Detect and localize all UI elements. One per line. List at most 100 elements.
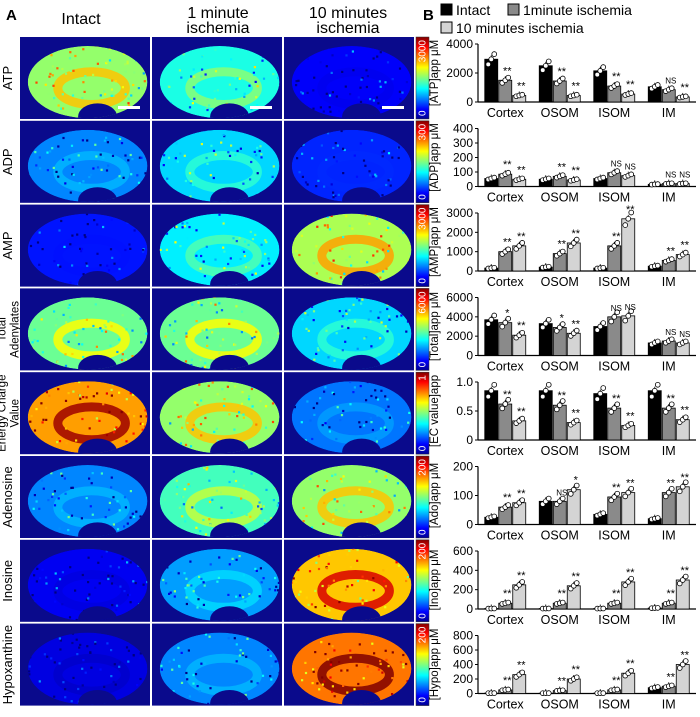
y-tick-label: 0 xyxy=(466,433,473,447)
x-tick-label: IM xyxy=(662,360,676,374)
colorbar-max-label: 6000 xyxy=(418,291,429,314)
data-point xyxy=(488,56,495,63)
map-tile xyxy=(152,456,282,538)
data-point xyxy=(611,314,618,320)
y-tick-label: 4000 xyxy=(446,310,473,324)
data-point xyxy=(679,661,686,668)
map-row: ADP 300 0 xyxy=(0,120,430,204)
data-point xyxy=(668,180,675,187)
renal-pelvis xyxy=(210,187,250,202)
scale-bar xyxy=(250,106,272,109)
map-tile xyxy=(284,372,414,455)
data-point xyxy=(651,387,658,394)
data-point xyxy=(545,263,552,270)
data-point xyxy=(491,312,498,319)
data-point xyxy=(614,240,621,246)
data-point xyxy=(559,172,566,178)
kidney-section xyxy=(27,465,148,538)
data-point xyxy=(570,486,577,493)
colorbar-max-label: 3000 xyxy=(418,207,429,230)
significance-label: ** xyxy=(612,675,621,687)
significance-label: ** xyxy=(612,482,621,494)
significance-label: NS xyxy=(679,330,690,339)
renal-pelvis xyxy=(78,103,118,119)
renal-pelvis xyxy=(78,606,118,621)
y-axis-label: [AMP]app μM xyxy=(429,207,441,277)
data-point xyxy=(614,168,621,174)
x-tick-label: ISOM xyxy=(598,106,630,120)
kidney-section xyxy=(159,129,280,202)
map-row-label-line: Value xyxy=(9,399,21,428)
panel-label-a: A xyxy=(6,7,17,24)
column-header-intact: Intact xyxy=(61,11,101,28)
significance-label: ** xyxy=(517,320,526,332)
data-point xyxy=(654,338,661,345)
x-tick-label: IM xyxy=(662,191,676,205)
kidney-section xyxy=(27,213,148,286)
data-point xyxy=(505,396,512,403)
x-tick-label: ISOM xyxy=(598,275,630,289)
colorbar-max-label: 3000 xyxy=(418,40,429,63)
data-point xyxy=(654,262,661,269)
significance-label: ** xyxy=(612,393,621,405)
significance-label: ** xyxy=(571,408,580,420)
significance-label: NS xyxy=(625,163,636,172)
significance-label: ** xyxy=(503,492,512,504)
significance-label: * xyxy=(560,312,565,324)
column-header-1min-line2: ischemia xyxy=(186,20,249,37)
renal-pelvis xyxy=(342,522,382,538)
map-row-label-line: Energy Charge xyxy=(0,375,9,452)
data-point xyxy=(654,82,661,88)
data-point xyxy=(682,93,689,100)
y-axis-label: [Ado]app μM xyxy=(429,463,441,528)
data-point xyxy=(519,579,526,585)
colorbar xyxy=(415,120,430,204)
map-tile xyxy=(284,120,414,203)
significance-label: NS xyxy=(665,77,676,86)
data-point xyxy=(573,91,580,98)
data-point xyxy=(485,321,492,327)
x-tick-label: IM xyxy=(662,698,676,712)
kidney-section xyxy=(159,632,280,705)
significance-label: ** xyxy=(503,65,512,77)
data-point xyxy=(594,71,601,78)
data-point xyxy=(608,409,615,415)
kidney-section xyxy=(27,548,148,621)
data-point xyxy=(676,580,683,587)
x-tick-label: OSOM xyxy=(541,698,579,712)
renal-pelvis xyxy=(210,103,250,119)
map-row: Hypoxanthine 200 0 xyxy=(0,623,430,706)
y-axis-label: [Hypo]app μM xyxy=(429,629,441,701)
data-point xyxy=(597,68,604,74)
colorbar xyxy=(415,288,430,371)
data-point xyxy=(611,405,618,411)
data-point xyxy=(662,493,669,500)
significance-label: NS xyxy=(665,171,676,180)
data-point xyxy=(622,493,629,500)
y-tick-label: 200 xyxy=(453,460,473,474)
y-tick-label: 600 xyxy=(453,544,473,558)
data-point xyxy=(545,381,552,388)
map-tile xyxy=(284,288,414,371)
data-point xyxy=(654,381,661,388)
map-tile xyxy=(152,120,282,203)
data-point xyxy=(600,510,607,516)
data-point xyxy=(665,405,672,411)
y-tick-label: 300 xyxy=(453,136,473,150)
colorbar xyxy=(415,455,430,539)
colorbar xyxy=(415,204,430,287)
map-tile xyxy=(20,204,150,287)
significance-label: ** xyxy=(517,488,526,500)
colorbar-min-label: 0 xyxy=(418,278,429,284)
significance-label: ** xyxy=(517,406,526,418)
renal-pelvis xyxy=(78,690,118,705)
x-tick-label: ISOM xyxy=(598,444,630,458)
data-point xyxy=(505,169,512,176)
significance-label: ** xyxy=(612,231,621,243)
x-tick-label: OSOM xyxy=(541,191,579,205)
significance-label: ** xyxy=(571,318,580,330)
data-point xyxy=(519,669,526,676)
data-point xyxy=(628,485,635,492)
